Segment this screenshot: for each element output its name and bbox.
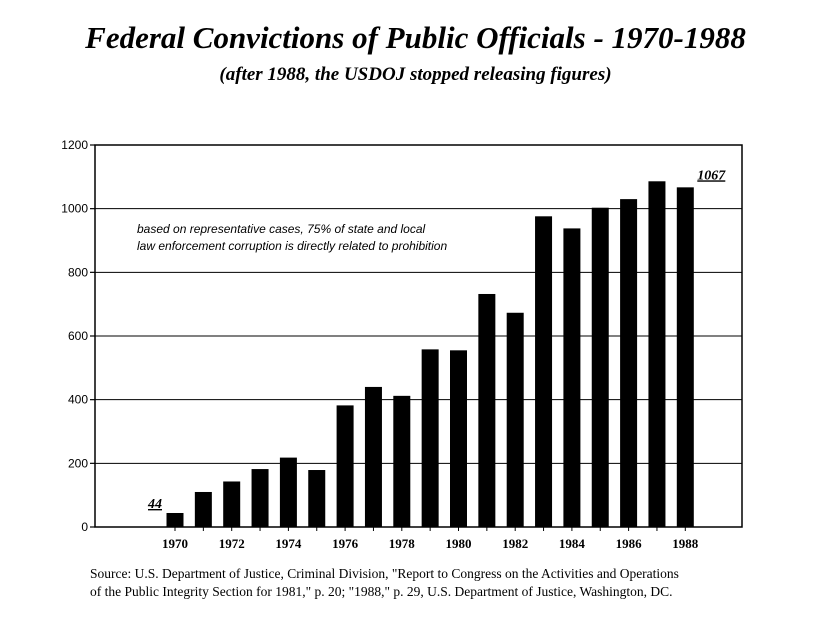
y-tick-label: 800 (68, 265, 88, 279)
x-tick-label: 1972 (219, 536, 245, 551)
bar-1982 (506, 312, 524, 527)
bar-1983 (535, 216, 553, 527)
y-tick-label: 200 (68, 456, 88, 470)
source-line-1: Source: U.S. Department of Justice, Crim… (90, 566, 679, 581)
bar-1975 (308, 470, 326, 527)
x-tick-label: 1988 (672, 536, 699, 551)
annotation-line-1: based on representative cases, 75% of st… (137, 222, 426, 236)
bar-1972 (223, 481, 241, 527)
data-labels: 44 1067 (147, 168, 726, 512)
annotation: based on representative cases, 75% of st… (137, 222, 447, 253)
x-axis-ticks: 1970 1972 1974 1976 1978 1980 1982 1984 1986 1988 (162, 527, 699, 551)
y-tick-label: 1200 (61, 138, 88, 152)
bar-1981 (478, 293, 496, 527)
bar-1986 (620, 199, 638, 527)
y-tick-label: 600 (68, 329, 88, 343)
bar-1985 (591, 207, 609, 527)
chart-title: Federal Convictions of Public Officials … (85, 20, 746, 55)
bar-1970 (166, 512, 184, 527)
y-tick-label: 400 (68, 393, 88, 407)
x-tick-label: 1970 (162, 536, 188, 551)
bar-1984 (563, 228, 581, 528)
bar-1973 (251, 469, 269, 527)
data-label-1970: 44 (147, 497, 162, 512)
data-label-1988: 1067 (697, 168, 726, 183)
bar-1974 (279, 457, 297, 527)
y-axis-ticks: 0 200 400 600 800 1000 1200 (61, 138, 95, 534)
source-note: Source: U.S. Department of Justice, Crim… (90, 565, 790, 601)
x-tick-label: 1986 (616, 536, 643, 551)
y-tick-label: 1000 (61, 202, 88, 216)
bar-1978 (393, 395, 411, 527)
bar-1980 (450, 350, 467, 527)
source-line-2: of the Public Integrity Section for 1981… (90, 584, 673, 599)
bar-1988 (676, 187, 694, 528)
x-tick-label: 1980 (446, 536, 472, 551)
bars (166, 181, 694, 528)
x-tick-label: 1982 (502, 536, 528, 551)
bar-1976 (336, 405, 354, 527)
bar-1971 (194, 491, 212, 527)
x-tick-label: 1978 (389, 536, 416, 551)
x-tick-label: 1984 (559, 536, 586, 551)
bar-1977 (364, 386, 382, 527)
bar-1979 (421, 349, 439, 527)
x-tick-label: 1974 (275, 536, 302, 551)
x-tick-label: 1976 (332, 536, 359, 551)
bar-1987 (648, 181, 666, 528)
annotation-line-2: law enforcement corruption is directly r… (137, 239, 447, 253)
chart-subtitle: (after 1988, the USDOJ stopped releasing… (219, 64, 612, 85)
y-tick-label: 0 (81, 520, 88, 534)
